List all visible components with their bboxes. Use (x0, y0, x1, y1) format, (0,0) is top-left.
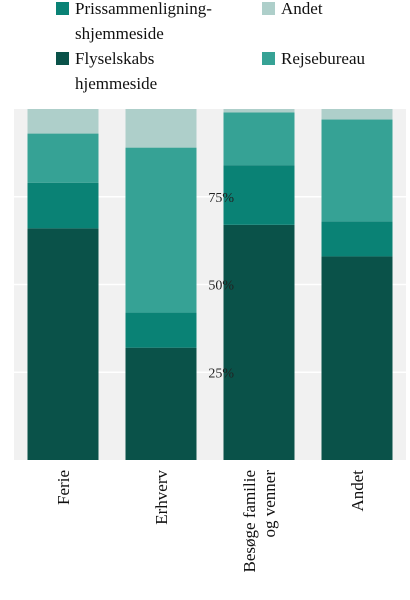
bar-besøge-familie-og-venner-prissammenligning-shjemmeside (223, 165, 295, 225)
legend-label: shjemmeside (75, 24, 164, 43)
legend: Prissammenligning-shjemmeside Andet Flysel… (56, 0, 366, 93)
legend-swatch (56, 52, 69, 65)
bar-ferie-rejsebureau (27, 133, 99, 183)
bars (27, 109, 393, 460)
legend-swatch (262, 52, 275, 65)
category-label-line: Erhverv (152, 470, 171, 525)
category-label-besøge-familie-og-venner: Besøge familie og venner (240, 470, 279, 573)
legend-label: Rejsebureau (281, 49, 366, 68)
legend-item-rejsebureau: Rejsebureau (262, 49, 366, 68)
bar-besøge-familie-og-venner-flyselskabs-hjemmeside (223, 224, 295, 460)
legend-swatch (262, 2, 275, 15)
legend-item-prissammenligning-shjemmeside: Prissammenligning-shjemmeside (56, 0, 212, 43)
legend-swatch (56, 2, 69, 15)
bar-besøge-familie-og-venner-rejsebureau (223, 112, 295, 166)
legend-label: Flyselskabs (75, 49, 154, 68)
category-label-ferie: Ferie (54, 470, 73, 505)
bar-ferie-andet (27, 109, 99, 134)
category-labels: Ferie Erhverv Besøge familie og venner Andet (54, 470, 367, 573)
bar-andet-rejsebureau (321, 119, 393, 222)
category-label-andet: Andet (348, 470, 367, 512)
y-tick-label-50: 50% (208, 279, 234, 294)
bar-erhverv-andet (125, 109, 197, 148)
bar-besøge-familie-og-venner-andet (223, 109, 295, 113)
y-tick-labels: 25% 50% 75% (208, 191, 234, 382)
category-label-line: Ferie (54, 470, 73, 505)
y-tick-label-25: 25% (208, 366, 234, 381)
bar-andet-flyselskabs-hjemmeside (321, 256, 393, 460)
category-label-erhverv: Erhverv (152, 470, 171, 525)
y-tick-label-75: 75% (208, 191, 234, 206)
legend-item-andet: Andet (262, 0, 323, 18)
bar-andet-prissammenligning-shjemmeside (321, 221, 393, 257)
category-label-line: Besøge familie (240, 470, 259, 572)
bar-erhverv-prissammenligning-shjemmeside (125, 312, 197, 348)
legend-item-flyselskabs-hjemmeside: Flyselskabs hjemmeside (56, 49, 157, 93)
category-label-line: og venner (260, 470, 279, 538)
legend-label: Andet (281, 0, 323, 18)
bar-erhverv-flyselskabs-hjemmeside (125, 347, 197, 460)
legend-label: Prissammenligning- (75, 0, 212, 18)
bar-erhverv-rejsebureau (125, 147, 197, 313)
category-label-line: Andet (348, 470, 367, 512)
legend-label: hjemmeside (75, 74, 157, 93)
bar-ferie-prissammenligning-shjemmeside (27, 182, 99, 229)
bar-andet-andet (321, 109, 393, 120)
bar-ferie-flyselskabs-hjemmeside (27, 228, 99, 460)
